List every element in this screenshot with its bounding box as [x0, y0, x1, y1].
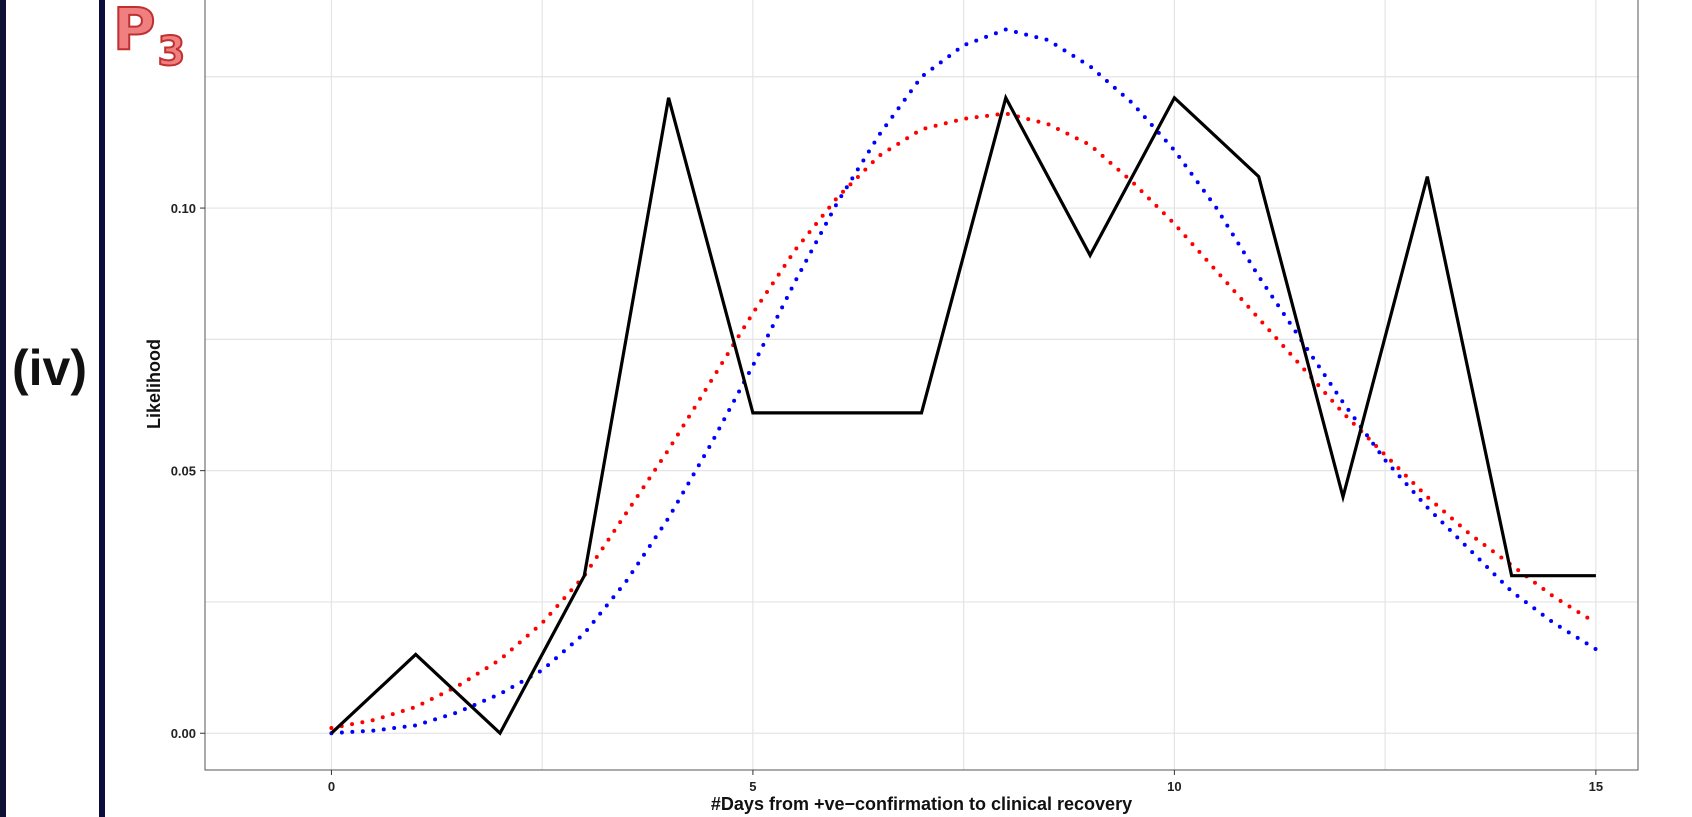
- y-tick-label: 0.05: [171, 464, 196, 479]
- x-axis-title: #Days from +ve−confirmation to clinical …: [711, 794, 1132, 814]
- x-tick-label: 5: [749, 779, 756, 794]
- plot-label-main: P: [112, 0, 156, 63]
- y-tick-label: 0.00: [171, 726, 196, 741]
- grid: [205, 0, 1638, 770]
- left-edge-band: [0, 0, 6, 817]
- x-tick-label: 15: [1589, 779, 1603, 794]
- y-tick-label: 0.10: [171, 201, 196, 216]
- tick-layer: 0 5 10 15 0.00 0.05 0.10: [171, 201, 1603, 794]
- y-axis-title: Likelihood: [144, 339, 164, 429]
- x-tick-label: 0: [328, 779, 335, 794]
- plot-panel-border: [204, 0, 1639, 771]
- series-line-dotted-red: [329, 111, 1598, 730]
- panel-divider: [99, 0, 105, 817]
- plot-label-subscript: 3: [157, 29, 187, 75]
- x-tick-label: 10: [1167, 779, 1181, 794]
- series-layer: [329, 27, 1598, 736]
- series-line-observed: [330, 93, 1596, 736]
- series-line-dotted-blue: [329, 27, 1598, 736]
- plot-label: P3: [112, 0, 186, 73]
- panel-label: (iv): [12, 340, 87, 396]
